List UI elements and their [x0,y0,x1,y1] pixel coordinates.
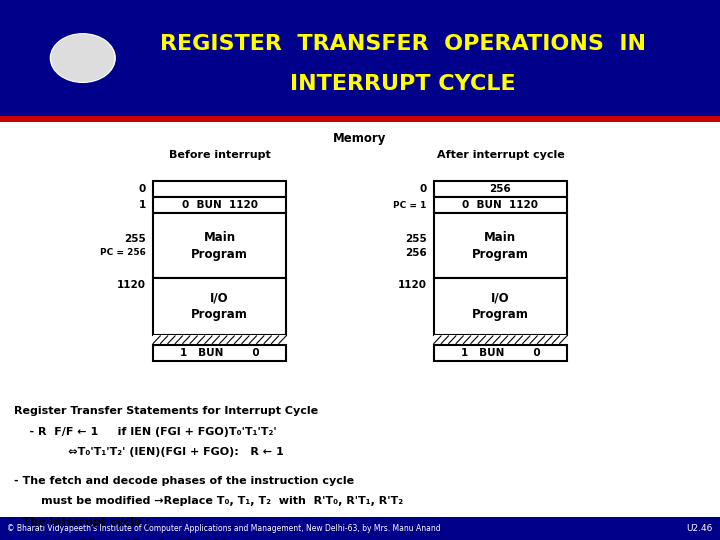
Text: INTERRUPT CYCLE: INTERRUPT CYCLE [290,73,516,93]
FancyBboxPatch shape [433,197,567,213]
Text: Register Transfer Statements for Interrupt Cycle: Register Transfer Statements for Interru… [14,406,318,416]
FancyBboxPatch shape [153,181,287,197]
Text: After interrupt cycle: After interrupt cycle [436,150,564,160]
Text: I/O
Program: I/O Program [192,292,248,321]
Text: 256: 256 [405,248,426,258]
FancyBboxPatch shape [433,335,567,345]
Text: must be modified →Replace T₀, T₁, T₂  with  R'T₀, R'T₁, R'T₂: must be modified →Replace T₀, T₁, T₂ wit… [14,496,403,507]
FancyBboxPatch shape [153,278,287,335]
Text: I/O
Program: I/O Program [472,292,528,321]
FancyBboxPatch shape [0,517,720,540]
Text: U2.46: U2.46 [686,524,713,533]
Text: - The interrupt cycle :: - The interrupt cycle : [14,517,150,527]
Text: 1120: 1120 [397,280,426,290]
FancyBboxPatch shape [153,197,287,213]
FancyBboxPatch shape [153,335,287,345]
Text: © Bharati Vidyapeeth's Institute of Computer Applications and Management, New De: © Bharati Vidyapeeth's Institute of Comp… [7,524,441,533]
Text: 0  BUN  1120: 0 BUN 1120 [462,200,539,210]
Text: 0: 0 [419,184,426,194]
FancyBboxPatch shape [433,278,567,335]
Text: Memory: Memory [333,132,387,145]
Text: REGISTER  TRANSFER  OPERATIONS  IN: REGISTER TRANSFER OPERATIONS IN [161,34,647,54]
Text: 1120: 1120 [117,280,145,290]
FancyBboxPatch shape [153,213,287,278]
FancyBboxPatch shape [433,345,567,361]
Text: AR ← 0,  TR ← PC: AR ← 0, TR ← PC [112,539,227,540]
Text: 1   BUN        0: 1 BUN 0 [180,348,259,357]
Text: 255: 255 [124,234,145,244]
FancyBboxPatch shape [0,116,720,122]
Circle shape [52,35,114,81]
Text: 1: 1 [138,200,145,210]
Text: PC = 256: PC = 256 [100,248,145,257]
FancyBboxPatch shape [153,345,287,361]
Text: 1   BUN        0: 1 BUN 0 [461,348,540,357]
Text: Main
Program: Main Program [192,231,248,261]
FancyBboxPatch shape [433,213,567,278]
Text: - R  F/F ← 1     if IEN (FGI + FGO)T₀'T₁'T₂': - R F/F ← 1 if IEN (FGI + FGO)T₀'T₁'T₂' [14,427,277,437]
Text: Before interrupt: Before interrupt [168,150,271,160]
FancyBboxPatch shape [0,0,720,116]
Text: 256: 256 [490,184,511,194]
Text: ⇔T₀'T₁'T₂' (IEN)(FGI + FGO):   R ← 1: ⇔T₀'T₁'T₂' (IEN)(FGI + FGO): R ← 1 [14,447,284,457]
Text: RT₀:: RT₀: [79,539,104,540]
FancyBboxPatch shape [433,181,567,197]
Text: - The fetch and decode phases of the instruction cycle: - The fetch and decode phases of the ins… [14,476,354,486]
Text: 0  BUN  1120: 0 BUN 1120 [181,200,258,210]
Text: Main
Program: Main Program [472,231,528,261]
Text: PC = 1: PC = 1 [393,201,426,210]
Text: 0: 0 [138,184,145,194]
Text: 255: 255 [405,234,426,244]
Circle shape [50,33,115,82]
